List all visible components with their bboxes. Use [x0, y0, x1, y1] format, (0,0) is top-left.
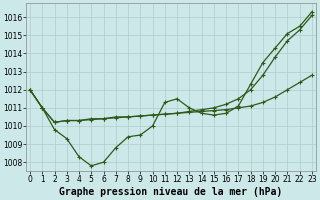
X-axis label: Graphe pression niveau de la mer (hPa): Graphe pression niveau de la mer (hPa)	[59, 187, 283, 197]
